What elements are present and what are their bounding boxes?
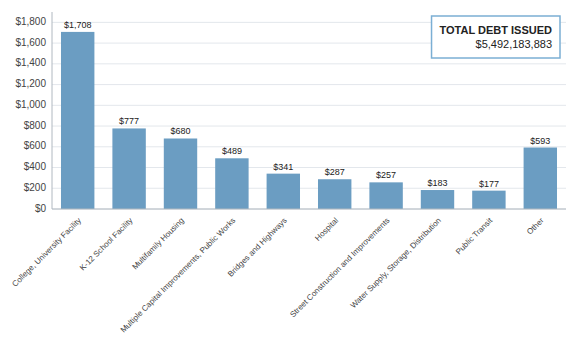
grid-line <box>52 209 566 210</box>
bar <box>61 32 94 209</box>
x-tick-label: Water Supply, Storage, Distribution <box>349 216 443 310</box>
annotation-text: $5,492,183,883 <box>476 38 552 50</box>
data-label: $341 <box>273 162 293 172</box>
x-tick-label: Hospital <box>313 216 340 243</box>
x-axis: College, University FacilityK-12 School … <box>10 215 546 334</box>
y-tick-label: $600 <box>24 140 47 151</box>
x-tick-label: Other <box>525 216 546 237</box>
data-label: $593 <box>530 136 550 146</box>
data-label: $257 <box>376 170 396 180</box>
grid-line <box>52 63 566 64</box>
data-label: $489 <box>222 146 242 156</box>
y-tick-label: $1,800 <box>15 16 46 27</box>
x-tick-label: College, University Facility <box>10 216 83 289</box>
data-label: $177 <box>479 179 499 189</box>
bar <box>164 138 197 209</box>
bar <box>472 191 505 209</box>
data-label: $287 <box>325 167 345 177</box>
data-label: $1,708 <box>64 20 92 30</box>
annotation-box <box>432 16 560 58</box>
bar <box>421 190 454 209</box>
x-tick-label: Multifamily Housing <box>130 216 185 271</box>
y-tick-label: $0 <box>35 203 47 214</box>
y-axis-line <box>52 12 53 209</box>
y-tick-label: $1,600 <box>15 37 46 48</box>
bar <box>267 174 300 209</box>
y-axis: $0 $200 $400 $600 $800 $1,000 $1,200 $1,400 $1,6… <box>15 12 52 214</box>
y-tick-label: $1,200 <box>15 78 46 89</box>
data-label: $680 <box>170 126 190 136</box>
bar <box>215 158 248 209</box>
bar <box>369 182 402 209</box>
data-label: $183 <box>427 178 447 188</box>
y-tick-label: $400 <box>24 161 47 172</box>
x-tick-label: Bridges and Highways <box>226 216 289 279</box>
bar <box>318 179 351 209</box>
data-label: $777 <box>119 116 139 126</box>
grid-line <box>52 105 566 106</box>
x-axis-line <box>52 209 566 210</box>
grid-line <box>52 84 566 85</box>
x-tick-label: Street Construction and Improvements <box>288 216 391 319</box>
y-tick-label: $1,000 <box>15 99 46 110</box>
y-tick-label: $800 <box>24 120 47 131</box>
x-tick-label: Multiple Capital Improvements, Public Wo… <box>119 216 237 334</box>
annotation: TOTAL DEBT ISSUED $5,492,183,883 <box>432 16 560 58</box>
chart-container: $0 $200 $400 $600 $800 $1,000 $1,200 $1,400 $1,6… <box>0 0 576 349</box>
x-tick-label: K-12 School Facility <box>78 216 134 272</box>
y-tick-label: $200 <box>24 182 47 193</box>
annotation-text: TOTAL DEBT ISSUED <box>440 24 553 36</box>
x-tick-label: Public Transit <box>454 215 495 256</box>
bar <box>524 148 557 209</box>
y-tick-label: $1,400 <box>15 57 46 68</box>
bar <box>112 128 145 209</box>
chart: $0 $200 $400 $600 $800 $1,000 $1,200 $1,400 $1,6… <box>0 0 576 349</box>
